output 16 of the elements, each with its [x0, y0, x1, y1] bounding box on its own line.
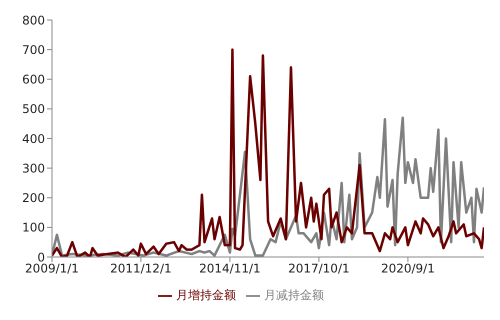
x-tick-label: 2020/9/1 [380, 262, 435, 276]
y-tick-label: 300 [22, 161, 45, 176]
x-tick-label: 2011/12/1 [110, 262, 172, 276]
y-tick-label: 100 [22, 220, 45, 235]
y-tick-label: 0 [37, 250, 45, 264]
y-tick-label: 400 [22, 132, 45, 146]
y-tick-label: 500 [22, 102, 45, 116]
y-tick-label: 800 [22, 13, 45, 28]
y-tick-label: 600 [22, 72, 45, 87]
x-tick-label: 2009/1/1 [25, 262, 79, 276]
legend-label: 月增持金额 [176, 288, 236, 302]
y-tick-label: 200 [22, 191, 45, 206]
y-tick-label: 700 [22, 42, 45, 57]
x-tick-label: 2014/11/1 [199, 262, 261, 276]
legend-label: 月减持金额 [264, 288, 324, 302]
x-tick-label: 2017/10/1 [288, 262, 350, 276]
